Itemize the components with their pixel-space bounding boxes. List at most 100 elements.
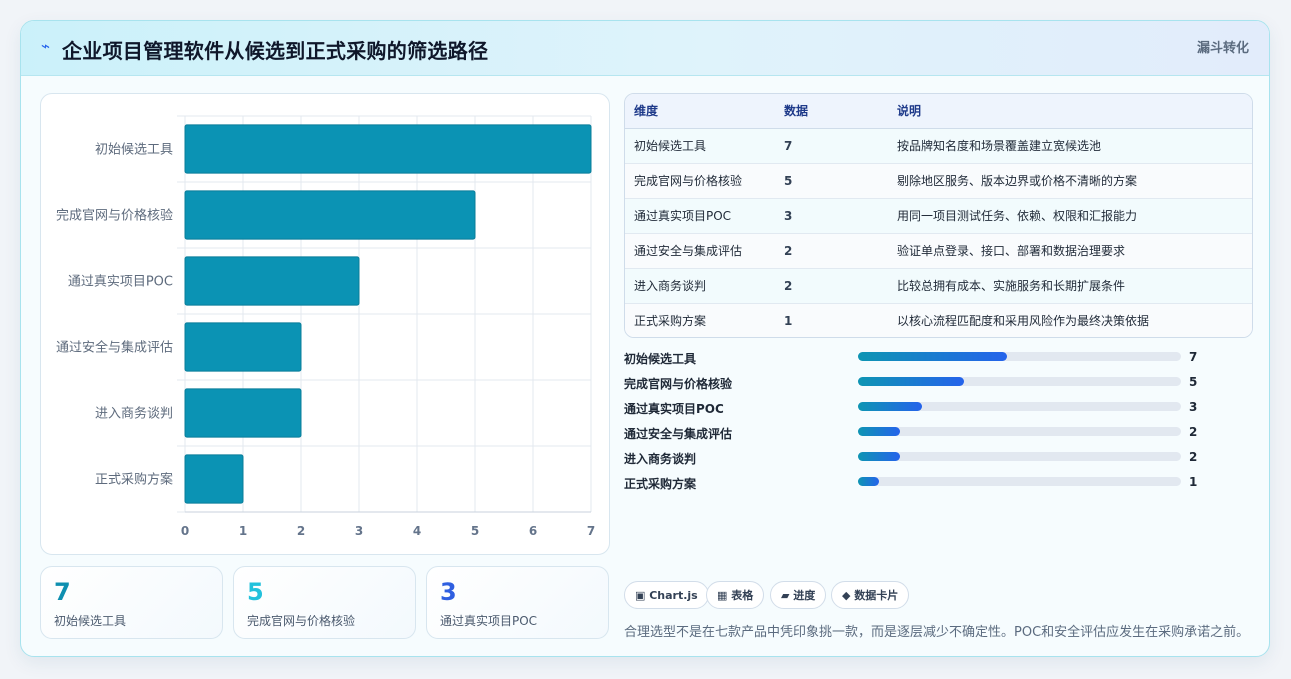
- table-row: 初始候选工具 7 按品牌知名度和场景覆盖建立宽候选池: [625, 128, 1252, 164]
- progress-row: 初始候选工具 7: [624, 348, 1253, 373]
- header: ⌁ 企业项目管理软件从候选到正式采购的筛选路径 漏斗转化: [21, 21, 1269, 76]
- page-title: 企业项目管理软件从候选到正式采购的筛选路径: [62, 39, 489, 63]
- progress-track: [858, 352, 1181, 361]
- table-header-row: 维度 数据 说明: [625, 94, 1252, 129]
- table-cell-value: 7: [775, 128, 888, 164]
- progress-fill: [858, 427, 901, 436]
- category-label: 通过真实项目POC: [68, 275, 173, 290]
- stat-label: 通过真实项目POC: [440, 614, 538, 628]
- bar: [184, 322, 302, 372]
- progress-track: [858, 377, 1181, 386]
- table-header-cell: 数据: [775, 94, 888, 129]
- stat-card: 3 通过真实项目POC: [426, 566, 609, 639]
- table-cell-dimension: 正式采购方案: [634, 314, 707, 329]
- data-table: 维度 数据 说明 初始候选工具 7 按品牌知名度和场景覆盖建立宽候选池 完成官网…: [624, 93, 1253, 338]
- progress-fill: [858, 402, 922, 411]
- table-cell-dimension: 完成官网与价格核验: [625, 163, 775, 199]
- header-tag: 漏斗转化: [1196, 41, 1249, 56]
- table-cell-dimension: 初始候选工具: [625, 128, 775, 164]
- table-cell-description: 验证单点登录、接口、部署和数据治理要求: [888, 233, 1252, 269]
- progress-value: 2: [1189, 425, 1198, 439]
- progress-list: 初始候选工具 7 完成官网与价格核验 5 通过真实项目POC 3 通过安全与集成…: [624, 348, 1253, 498]
- table-row: 通过真实项目POC 3 用同一项目测试任务、依赖、权限和汇报能力: [625, 198, 1252, 234]
- x-tick-label: 1: [239, 524, 247, 538]
- bar: [184, 124, 592, 174]
- bar: [184, 190, 476, 240]
- progress-track: [858, 402, 1181, 411]
- progress-value: 7: [1189, 350, 1198, 364]
- progress-row: 进入商务谈判 2: [624, 448, 1253, 473]
- category-label: 完成官网与价格核验: [56, 208, 173, 224]
- table-cell-value: 3: [775, 198, 888, 234]
- progress-fill: [858, 477, 880, 486]
- progress-track: [858, 477, 1181, 486]
- progress-label: 完成官网与价格核验: [624, 377, 733, 391]
- category-label: 通过安全与集成评估: [56, 340, 173, 356]
- stat-label: 初始候选工具: [54, 614, 127, 628]
- category-label: 初始候选工具: [95, 143, 173, 158]
- table-cell-description: 用同一项目测试任务、依赖、权限和汇报能力: [888, 198, 1252, 234]
- bar: [184, 454, 244, 504]
- bar: [184, 256, 360, 306]
- table-cell-value: 5: [775, 163, 888, 199]
- table-cell-value: 2: [775, 268, 888, 304]
- progress-fill: [858, 452, 901, 461]
- stat-value: 5: [247, 578, 264, 606]
- stat-card: 5 完成官网与价格核验: [233, 566, 416, 639]
- progress-label: 进入商务谈判: [624, 452, 697, 466]
- progress-label: 通过真实项目POC: [624, 402, 724, 416]
- progress-value: 3: [1189, 400, 1198, 414]
- dashboard-card: ⌁ 企业项目管理软件从候选到正式采购的筛选路径 漏斗转化 初始候选工具 完成官网与…: [20, 20, 1270, 657]
- progress-row: 通过安全与集成评估 2: [624, 423, 1253, 448]
- progress-fill: [858, 352, 1007, 361]
- table-header-cell: 维度: [625, 94, 775, 129]
- table-row: 完成官网与价格核验 5 剔除地区服务、版本边界或价格不清晰的方案: [625, 163, 1252, 199]
- x-tick-label: 7: [587, 524, 595, 538]
- progress-value: 2: [1189, 450, 1198, 464]
- progress-track: [858, 427, 1181, 436]
- progress-label: 初始候选工具: [624, 352, 697, 366]
- bar: [184, 388, 302, 438]
- category-label: 正式采购方案: [95, 472, 173, 488]
- progress-value: 1: [1189, 475, 1198, 489]
- table-header-cell: 说明: [888, 94, 1252, 129]
- summary-note: 合理选型不是在七款产品中凭印象挑一款，而是逐层减少不确定性。POC和安全评估应发…: [624, 625, 1250, 640]
- progress-label: 正式采购方案: [624, 477, 697, 491]
- table-row: 通过安全与集成评估 2 验证单点登录、接口、部署和数据治理要求: [625, 233, 1252, 269]
- table-cell-dimension: 通过安全与集成评估: [625, 233, 775, 269]
- progress-track: [858, 452, 1181, 461]
- stat-value: 3: [440, 578, 457, 606]
- stat-card: 7 初始候选工具: [40, 566, 223, 639]
- x-tick-label: 2: [297, 524, 305, 538]
- bar-chart-panel: 初始候选工具完成官网与价格核验通过真实项目POC 通过安全与集成评估进入商务谈判正…: [40, 93, 610, 555]
- category-label: 进入商务谈判: [95, 406, 173, 422]
- x-tick-label: 3: [355, 524, 363, 538]
- stat-value: 7: [54, 578, 71, 606]
- chip-data-card[interactable]: ◆ 数据卡片: [831, 581, 910, 609]
- progress-label: 通过安全与集成评估: [624, 427, 733, 441]
- x-tick-label: 0: [181, 524, 189, 538]
- table-cell-dimension: 通过真实项目POC: [625, 198, 775, 234]
- progress-fill: [858, 377, 965, 386]
- progress-row: 通过真实项目POC 3: [624, 398, 1253, 423]
- table-cell-description: 比较总拥有成本、实施服务和长期扩展条件: [888, 268, 1252, 304]
- table-cell-description: 剔除地区服务、版本边界或价格不清晰的方案: [888, 163, 1252, 199]
- table-row: 进入商务谈判 2 比较总拥有成本、实施服务和长期扩展条件: [625, 268, 1252, 304]
- stat-label: 完成官网与价格核验: [247, 614, 356, 628]
- table-cell-value: 1: [784, 313, 793, 328]
- table-row: 正式采购方案 1 以核心流程匹配度和采用风险作为最终决策依据: [625, 303, 1252, 337]
- table-cell-description: 按品牌知名度和场景覆盖建立宽候选池: [888, 128, 1252, 164]
- progress-row: 完成官网与价格核验 5: [624, 373, 1253, 398]
- progress-value: 5: [1189, 375, 1198, 389]
- progress-row: 正式采购方案 1: [624, 473, 1253, 498]
- x-tick-label: 5: [471, 524, 479, 538]
- x-tick-label: 4: [413, 524, 421, 538]
- chip-table[interactable]: ▦ 表格: [706, 581, 765, 609]
- x-tick-label: 6: [529, 524, 537, 538]
- chip-progress[interactable]: ▰ 进度: [770, 581, 827, 609]
- bolt-icon: ⌁: [41, 37, 51, 55]
- chip-chartjs[interactable]: ▣ Chart.js: [624, 581, 709, 609]
- table-cell-value: 2: [775, 233, 888, 269]
- table-cell-description: 以核心流程匹配度和采用风险作为最终决策依据: [897, 314, 1150, 329]
